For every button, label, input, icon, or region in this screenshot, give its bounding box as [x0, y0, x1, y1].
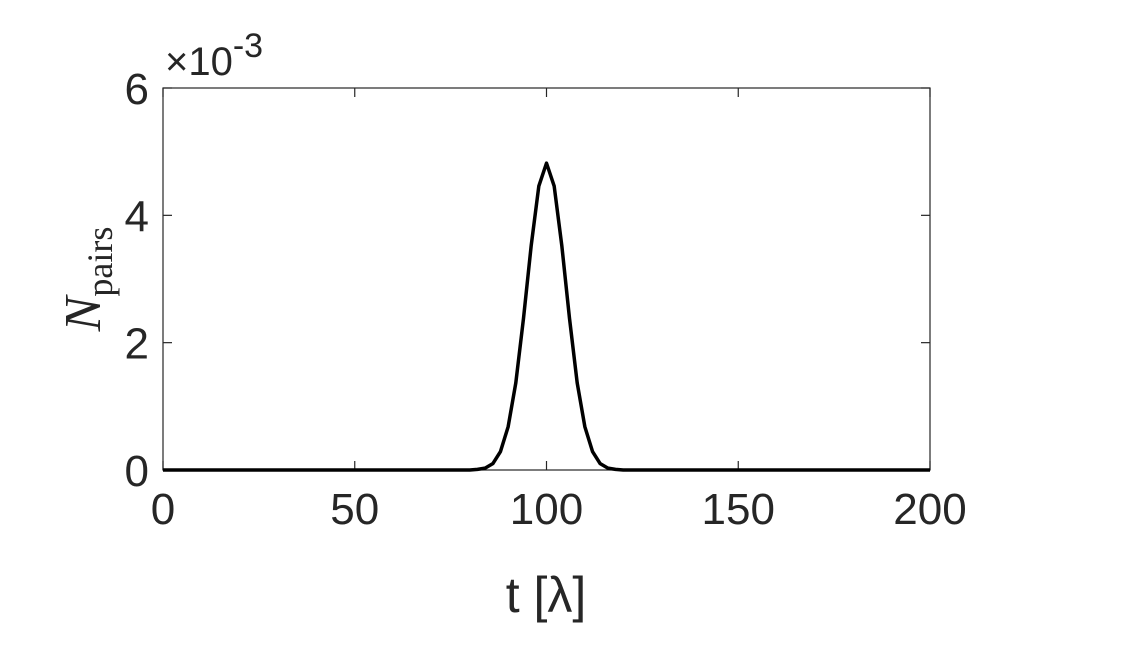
x-tick-label: 200: [893, 485, 966, 534]
x-tick-label: 50: [330, 485, 379, 534]
y-axis-label-text: Npairs: [55, 227, 120, 333]
y-tick-label: 0: [125, 447, 149, 496]
x-axis-label: t [λ]: [506, 567, 587, 623]
y-tick-label: 4: [125, 192, 149, 241]
y-exponent: ×10-3: [165, 27, 263, 84]
y-exponent-power: -3: [233, 27, 263, 65]
y-tick-label: 2: [125, 320, 149, 369]
y-axis-label: Npairs: [55, 227, 120, 333]
x-tick-label: 150: [702, 485, 775, 534]
y-label-sub: pairs: [80, 227, 120, 297]
x-tick-label: 100: [510, 485, 583, 534]
y-tick-label: 6: [125, 65, 149, 114]
x-tick-label: 0: [151, 485, 175, 534]
line-series: [163, 161, 930, 472]
y-label-main: N: [55, 293, 112, 332]
y-exponent-base: ×10: [165, 40, 233, 84]
